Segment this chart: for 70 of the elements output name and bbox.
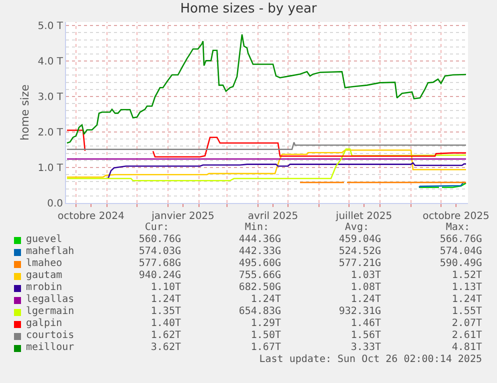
- text: 1.35T: [150, 306, 181, 318]
- legend-label: gautam: [26, 270, 62, 282]
- text: 3.33T: [350, 342, 381, 354]
- line-series: [66, 34, 467, 144]
- text: 442.33G: [238, 246, 281, 258]
- legend-label: lgermain: [26, 306, 74, 318]
- text: 459.04G: [338, 234, 381, 246]
- text: 444.36G: [238, 234, 281, 246]
- legend-label: legallas: [26, 294, 74, 306]
- text: 1.24T: [452, 294, 482, 306]
- text: Last update: Sun Oct 26 02:00:14 2025: [259, 354, 482, 366]
- text: 577.68G: [138, 258, 181, 270]
- text: 1.62T: [150, 330, 181, 342]
- text: 2.61T: [452, 330, 482, 342]
- legend-label: lmaheo: [26, 258, 62, 270]
- text: 1.13T: [452, 282, 482, 294]
- text: 560.76G: [138, 234, 181, 246]
- text: 1.08T: [350, 282, 381, 294]
- legend-label: courtois: [26, 330, 74, 342]
- y-tick-label: 1.0 T: [38, 163, 64, 174]
- x-tick-label: juillet 2025: [334, 211, 392, 222]
- text: 1.50T: [250, 330, 281, 342]
- y-axis-title: home size: [18, 84, 32, 141]
- text: 574.03G: [138, 246, 181, 258]
- text: 524.52G: [338, 246, 381, 258]
- text: 1.24T: [350, 294, 381, 306]
- y-tick-label: 4.0 T: [38, 56, 64, 68]
- text: 590.49G: [440, 258, 482, 270]
- legend-label: mrobin: [26, 282, 62, 294]
- legend-label: meillour: [26, 342, 74, 354]
- text: 4.81T: [452, 342, 482, 354]
- text: Avg:: [344, 222, 369, 234]
- text: 1.67T: [250, 342, 281, 354]
- text: 574.04G: [440, 246, 482, 258]
- text: 682.50G: [238, 282, 281, 294]
- text: 566.76G: [440, 234, 482, 246]
- text: 1.24T: [150, 294, 181, 306]
- legend-label: galpin: [26, 318, 62, 330]
- text: Cur:: [144, 222, 169, 234]
- y-tick-label: 2.0 T: [38, 128, 64, 139]
- text: 1.46T: [350, 318, 381, 330]
- line-series: [107, 162, 467, 180]
- text: 940.24G: [138, 270, 181, 282]
- text: 1.55T: [452, 306, 482, 318]
- text: 1.10T: [150, 282, 181, 294]
- x-tick-label: janvier 2025: [150, 211, 214, 222]
- text: 1.03T: [350, 270, 381, 282]
- text: 1.52T: [452, 270, 482, 282]
- text: 755.66G: [238, 270, 281, 282]
- text: 577.21G: [338, 258, 381, 270]
- y-tick-label: 5.0 T: [38, 21, 64, 32]
- text: Min:: [244, 222, 269, 234]
- text: Max:: [446, 222, 470, 234]
- x-tick-label: octobre 2025: [422, 211, 490, 222]
- legend-label: maheflah: [26, 246, 74, 258]
- text: 1.29T: [250, 318, 281, 330]
- text: 932.31G: [338, 306, 381, 318]
- x-tick-label: avril 2025: [248, 211, 298, 222]
- chart-title: Home sizes - by year: [180, 1, 318, 16]
- y-tick-label: 3.0 T: [38, 92, 64, 104]
- x-tick-label: octobre 2024: [58, 211, 124, 222]
- y-tick-label: 0.0: [47, 198, 63, 210]
- text: 2.07T: [452, 318, 482, 330]
- text: 1.56T: [350, 330, 381, 342]
- text: 654.83G: [238, 306, 281, 318]
- text: 495.60G: [238, 258, 281, 270]
- text: 1.40T: [150, 318, 181, 330]
- legend-label: guevel: [26, 234, 62, 246]
- text: 1.24T: [250, 294, 281, 306]
- text: 3.62T: [150, 342, 181, 354]
